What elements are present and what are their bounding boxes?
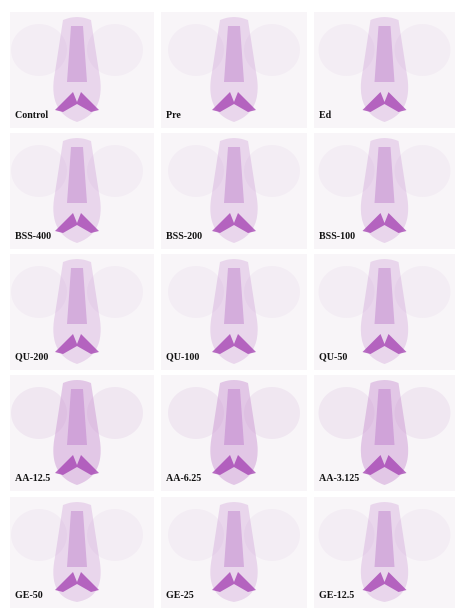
image-panel: Pre	[161, 12, 307, 128]
panel-label: AA-12.5	[15, 473, 50, 484]
panel-label: Ed	[319, 110, 332, 121]
image-panel: QU-100	[161, 254, 307, 370]
image-panel: BSS-400	[10, 133, 154, 249]
panel-label: Control	[15, 110, 48, 121]
image-panel: GE-50	[10, 497, 154, 608]
image-panel: QU-50	[314, 254, 455, 370]
panel-label: BSS-100	[319, 231, 355, 242]
image-panel: Control	[10, 12, 154, 128]
image-panel: BSS-100	[314, 133, 455, 249]
panel-label: AA-3.125	[319, 473, 359, 484]
image-panel: AA-12.5	[10, 375, 154, 491]
image-panel: Ed	[314, 12, 455, 128]
image-panel: GE-12.5	[314, 497, 455, 608]
image-panel: GE-25	[161, 497, 307, 608]
panel-label: AA-6.25	[166, 473, 201, 484]
panel-label: GE-12.5	[319, 590, 354, 601]
figure: Control Pre Ed BSS-400 BSS-200 BSS-100 QU-200 Q…	[0, 0, 455, 608]
panel-label: QU-100	[166, 352, 199, 363]
panel-label: GE-50	[15, 590, 43, 601]
image-panel: AA-6.25	[161, 375, 307, 491]
panel-label: BSS-200	[166, 231, 202, 242]
panel-label: GE-25	[166, 590, 194, 601]
image-panel: BSS-200	[161, 133, 307, 249]
image-panel: QU-200	[10, 254, 154, 370]
panel-label: QU-50	[319, 352, 347, 363]
panel-label: BSS-400	[15, 231, 51, 242]
panel-label: QU-200	[15, 352, 48, 363]
image-panel: AA-3.125	[314, 375, 455, 491]
panel-label: Pre	[166, 110, 181, 121]
